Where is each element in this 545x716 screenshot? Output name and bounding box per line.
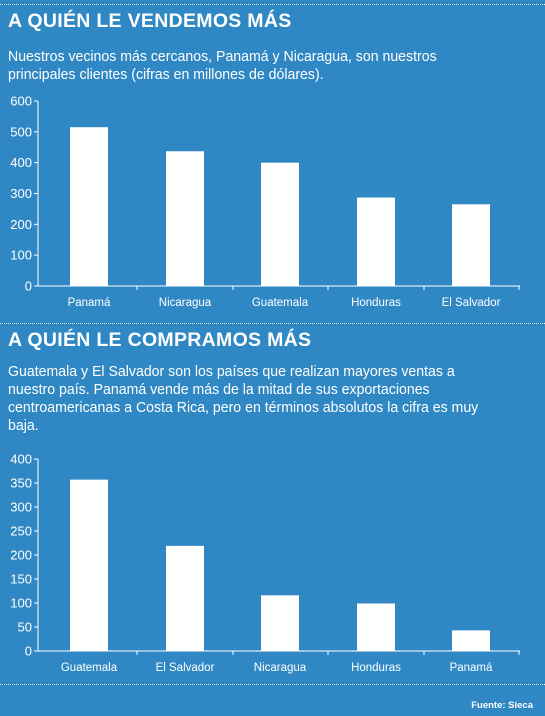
x-category-label: Honduras xyxy=(351,297,401,309)
bar xyxy=(452,630,490,651)
bar xyxy=(70,479,108,651)
x-category-label: Panamá xyxy=(68,297,111,309)
bottom-divider xyxy=(0,684,545,685)
y-tick-label: 400 xyxy=(10,155,32,170)
y-tick-label: 250 xyxy=(10,524,32,539)
top-divider xyxy=(0,4,545,5)
section-2-heading: A QUIÉN LE COMPRAMOS MÁS xyxy=(8,329,312,351)
y-tick-label: 300 xyxy=(10,186,32,201)
section-2-subtitle: Guatemala y El Salvador son los países q… xyxy=(8,363,479,434)
x-category-label: Guatemala xyxy=(61,662,118,674)
section-1-heading: A QUIÉN LE VENDEMOS MÁS xyxy=(8,10,292,32)
x-category-label: El Salvador xyxy=(156,662,215,674)
y-tick-label: 350 xyxy=(10,476,32,491)
x-category-label: Honduras xyxy=(351,662,401,674)
sales-bar-chart: 0 100 200 300 400 500 600 Panamá Nicaragua Guatem… xyxy=(10,94,520,309)
bar xyxy=(261,162,299,286)
x-category-label: El Salvador xyxy=(442,297,501,309)
y-tick-label: 50 xyxy=(18,620,32,635)
bar xyxy=(70,127,108,286)
y-tick-label: 200 xyxy=(10,548,32,563)
y-tick-label: 400 xyxy=(10,452,32,467)
x-category-label: Panamá xyxy=(450,662,493,674)
bar xyxy=(166,151,204,286)
bar xyxy=(166,545,204,651)
x-category-label: Nicaragua xyxy=(254,662,307,674)
bar xyxy=(357,603,395,651)
bar xyxy=(261,595,299,651)
y-tick-label: 0 xyxy=(25,644,32,659)
y-tick-label: 200 xyxy=(10,217,32,232)
y-tick-label: 300 xyxy=(10,500,32,515)
y-tick-label: 150 xyxy=(10,572,32,587)
x-category-label: Nicaragua xyxy=(159,297,212,309)
y-tick-label: 0 xyxy=(25,279,32,294)
source-note: Fuente: Sieca xyxy=(471,700,533,711)
y-tick-label: 100 xyxy=(10,248,32,263)
middle-divider xyxy=(0,323,545,324)
purchases-bar-chart: 0 50 100 150 200 250 300 350 400 Guatemala El Salv… xyxy=(10,452,520,674)
section-1-subtitle: Nuestros vecinos más cercanos, Panamá y … xyxy=(8,48,437,83)
bar xyxy=(357,197,395,286)
y-tick-label: 600 xyxy=(10,94,32,109)
bar xyxy=(452,204,490,286)
y-tick-label: 500 xyxy=(10,124,32,139)
y-tick-label: 100 xyxy=(10,596,32,611)
x-category-label: Guatemala xyxy=(252,297,309,309)
